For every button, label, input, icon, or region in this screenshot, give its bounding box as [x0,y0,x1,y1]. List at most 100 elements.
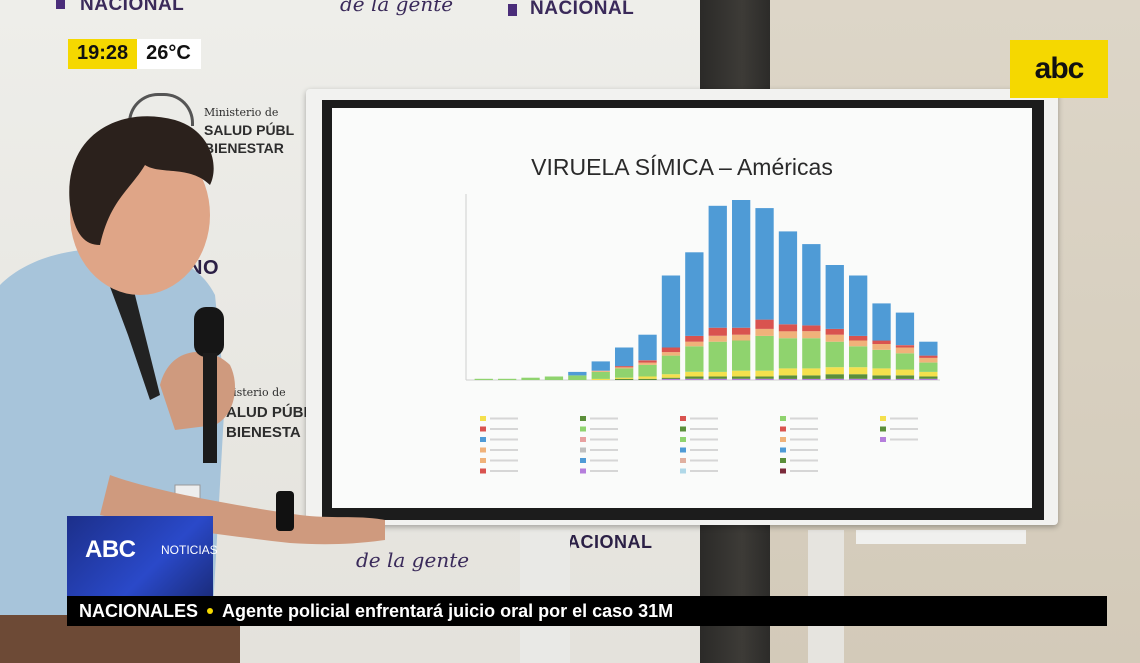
bar-segment [802,244,821,326]
bar-segment [802,325,821,332]
bar-segment [755,208,774,320]
legend-swatch [680,426,686,432]
bar-segment [778,375,798,379]
legend-label-blur [790,459,818,462]
slide-title: VIRUELA SÍMICA – Américas [531,154,833,180]
bar-segment [708,327,727,336]
bar-segment [521,377,540,380]
ticker-headline: Agente policial enfrentará juicio oral p… [222,600,674,621]
legend-swatch [580,437,586,442]
bar-segment [825,341,844,368]
legend-label-blur [490,449,518,451]
bar-segment [872,349,891,369]
bar-segment [895,378,915,380]
legend-swatch [780,416,786,421]
banner-square-icon [508,4,517,16]
channel-logo-text: abc [1034,52,1085,85]
bar-segment [919,357,938,363]
bar-segment [638,378,657,380]
presenter-hair [69,116,214,245]
bar-segment [825,367,844,375]
clock-widget: 19:28 26°C [68,39,201,69]
legend-label-blur [490,459,518,462]
legend-label-blur [590,438,618,441]
bar-segment [661,374,681,378]
legend-swatch [580,458,586,463]
ticker-category: NACIONALES [79,600,199,621]
bar-segment [685,346,704,372]
bar-segment [732,370,751,377]
bar-segment [849,335,868,341]
bar-segment [474,378,493,380]
legend-swatch [780,468,786,474]
bar-segment [708,378,727,380]
tv-shelf [856,530,1026,544]
stacked-bar-chart [465,194,940,474]
bar-segment [755,319,774,329]
legend-label-blur [490,428,518,430]
legend-swatch [680,416,686,421]
ministry-text: nisterio de [226,386,286,399]
news-logo-sub: NOTICIAS [161,543,218,557]
bar-segment [778,331,798,339]
legend-label-blur [490,470,518,472]
legend-swatch [580,468,586,474]
bar-segment [615,367,634,369]
bar-segment [732,200,751,328]
bar-segment [708,335,727,342]
news-logo-main: ABC [85,536,136,563]
bar-segment [755,378,774,380]
bar-segment [895,353,915,370]
bar-segment [919,376,938,379]
legend-swatch [480,458,486,463]
bar-segment [732,327,751,335]
bar-segment [895,375,915,379]
bar-segment [591,361,610,371]
bar-segment [685,378,704,380]
bar-segment [778,378,798,380]
legend-label-blur [690,428,718,430]
ministry-text: SALUD PÚBL [204,122,295,138]
bar-segment [825,265,844,329]
legend-label-blur [690,459,718,462]
presenter-hand [160,351,235,430]
microphone-handle [203,353,217,463]
legend-label-blur [890,428,918,430]
bar-segment [849,340,868,347]
bar-segment [802,378,821,380]
bar-segment [849,346,868,368]
legend-swatch [680,437,686,442]
bar-segment [872,378,891,380]
bar-segment [872,368,891,376]
legend-label-blur [690,417,718,420]
bar-segment [638,360,657,363]
bar-segment [661,377,681,379]
bar-segment [872,344,891,350]
bar-segment [638,376,657,379]
legend-swatch [780,447,786,453]
bar-segment [591,371,610,379]
bar-segment [755,335,774,371]
banner-script: de la gente [340,0,454,16]
time-display: 19:28 [68,39,138,69]
banner-square-icon [56,0,65,9]
banner-word: NACIONAL [530,0,635,19]
bar-segment [849,374,868,379]
presentation-slide: VIRUELA SÍMICA – Américas [332,108,1032,508]
bar-segment [895,369,915,376]
bar-segment [615,347,634,367]
ministry-text: BIENESTA [226,424,301,441]
bar-segment [638,334,657,361]
bar-segment [755,376,774,379]
bar-segment [778,324,798,332]
bar-segment [872,303,891,341]
legend-label-blur [590,417,618,420]
bar-segment [708,376,727,379]
bar-segment [919,378,938,380]
presenter-belt [0,615,240,663]
legend-label-blur [790,449,818,451]
watch-icon [276,491,294,531]
legend-swatch [880,437,886,442]
bar-segment [802,331,821,339]
